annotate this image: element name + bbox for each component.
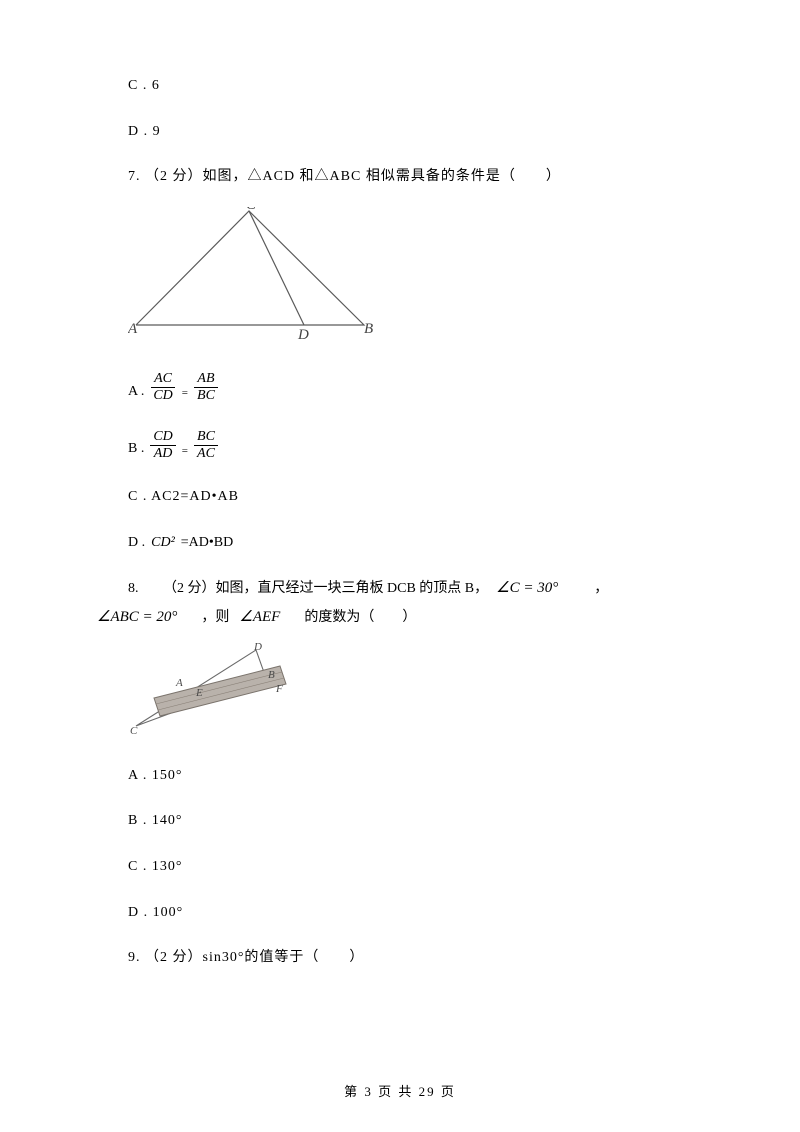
triangle-svg: A C B D C: [128, 207, 376, 343]
frac-num: CD: [150, 429, 175, 445]
opt-b-frac2: BC AC: [194, 429, 218, 461]
q7-option-c: C . AC2=AD•AB: [93, 487, 707, 507]
opt-d-label: D .: [128, 533, 145, 553]
opt-b-frac1: CD AD: [150, 429, 175, 461]
ruler-triangle-svg: C B D A E F: [128, 642, 296, 737]
q8-option-c: C . 130°: [93, 857, 707, 877]
frac-num: AC: [151, 371, 175, 387]
label-b: B: [268, 669, 275, 681]
frac-num: BC: [194, 429, 218, 445]
vertex-a-label: A: [128, 321, 138, 337]
page-footer: 第 3 页 共 29 页: [0, 1081, 800, 1100]
opt-d-math: CD²: [151, 533, 175, 553]
frac-den: AC: [194, 446, 218, 461]
q6-option-d: D . 9: [93, 122, 707, 142]
opt-a-frac1: AC CD: [150, 371, 175, 403]
q8-math-angle-c: ∠C = 30°: [492, 578, 562, 599]
label-a: A: [175, 677, 183, 689]
q7-stem: 7. （2 分）如图，△ACD 和△ABC 相似需具备的条件是（ ）: [93, 167, 707, 187]
q8-suffix: 的度数为（ ）: [290, 608, 416, 628]
opt-b-label: B .: [128, 439, 144, 461]
equals-sign: =: [182, 444, 188, 461]
opt-d-rest: =AD•BD: [181, 533, 233, 553]
vertex-d-label: D: [297, 327, 309, 343]
page-body: C . 6 D . 9 7. （2 分）如图，△ACD 和△ABC 相似需具备的…: [0, 0, 800, 968]
q8-figure: C B D A E F: [128, 642, 707, 744]
frac-den: AD: [151, 446, 176, 461]
label-e: E: [195, 687, 203, 699]
q7-option-d: D . CD² =AD•BD: [93, 533, 707, 553]
q8-option-a: A . 150°: [93, 766, 707, 786]
q8-option-d: D . 100°: [93, 903, 707, 923]
q7-option-a: A . AC CD = AB BC: [93, 371, 707, 403]
frac-den: BC: [194, 388, 218, 403]
q8-stem-line1: 8. （2 分）如图，直尺经过一块三角板 DCB 的顶点 B， ∠C = 30°…: [93, 578, 707, 599]
q8-stem-line2: ∠ABC = 20° ，则 ∠AEF 的度数为（ ）: [93, 607, 707, 628]
q7-figure: A C B D C: [128, 207, 707, 350]
label-d: D: [253, 642, 262, 653]
label-f: F: [275, 683, 283, 695]
opt-a-frac2: AB BC: [194, 371, 218, 403]
q8-math-angle-abc: ∠ABC = 20°: [93, 607, 181, 628]
q8-comma1: ，: [566, 579, 608, 599]
opt-a-label: A .: [128, 382, 144, 404]
q7-option-b: B . CD AD = BC AC: [93, 429, 707, 461]
q9-stem: 9. （2 分）sin30°的值等于（ ）: [93, 948, 707, 968]
vertex-c-label2: C: [246, 207, 257, 213]
vertex-b-label: B: [364, 321, 373, 337]
q8-mid: ，则: [187, 608, 229, 628]
frac-num: AB: [194, 371, 217, 387]
q8-option-b: B . 140°: [93, 811, 707, 831]
q6-option-c: C . 6: [93, 76, 707, 96]
label-c: C: [130, 725, 138, 737]
frac-den: CD: [150, 388, 175, 403]
q8-prefix: 8. （2 分）如图，直尺经过一块三角板 DCB 的顶点 B，: [128, 579, 488, 599]
equals-sign: =: [182, 386, 188, 403]
q8-math-angle-aef: ∠AEF: [235, 607, 284, 628]
